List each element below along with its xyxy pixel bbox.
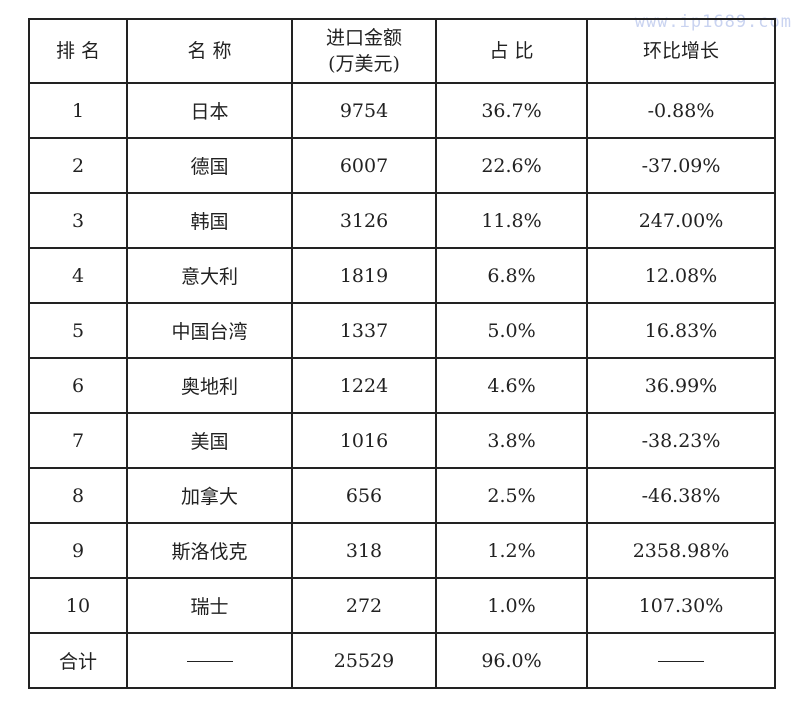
header-rank: 排 名 (28, 18, 128, 84)
cell-amount: 318 (291, 522, 437, 579)
cell-growth: 247.00% (586, 192, 776, 249)
table-row: 10 瑞士 272 1.0% 107.30% (28, 577, 776, 634)
header-amount-line1: 进口金额 (325, 27, 402, 49)
cell-rank: 4 (28, 247, 128, 304)
cell-share: 1.0% (435, 577, 588, 634)
table-row: 1 日本 9754 36.7% -0.88% (28, 82, 776, 139)
cell-growth: 2358.98% (586, 522, 776, 579)
cell-name: 加拿大 (126, 467, 293, 524)
dash (186, 661, 233, 662)
cell-amount: 6007 (291, 137, 437, 194)
cell-amount: 1224 (291, 357, 437, 414)
cell-amount: 1337 (291, 302, 437, 359)
cell-growth: 16.83% (586, 302, 776, 359)
cell-share: 36.7% (435, 82, 588, 139)
cell-amount: 1016 (291, 412, 437, 469)
cell-share: 22.6% (435, 137, 588, 194)
cell-amount: 9754 (291, 82, 437, 139)
header-amount: 进口金额 (万美元) (291, 18, 437, 84)
table-row: 7 美国 1016 3.8% -38.23% (28, 412, 776, 469)
cell-growth: -46.38% (586, 467, 776, 524)
table-row: 5 中国台湾 1337 5.0% 16.83% (28, 302, 776, 359)
table-row: 4 意大利 1819 6.8% 12.08% (28, 247, 776, 304)
cell-growth: -0.88% (586, 82, 776, 139)
cell-share: 6.8% (435, 247, 588, 304)
cell-rank: 1 (28, 82, 128, 139)
cell-name: 美国 (126, 412, 293, 469)
cell-rank: 7 (28, 412, 128, 469)
header-row: 排 名 名 称 进口金额 (万美元) 占 比 环比增长 (28, 18, 776, 84)
table-row: 8 加拿大 656 2.5% -46.38% (28, 467, 776, 524)
cell-rank: 8 (28, 467, 128, 524)
cell-name: 斯洛伐克 (126, 522, 293, 579)
cell-amount: 272 (291, 577, 437, 634)
cell-name: 瑞士 (126, 577, 293, 634)
cell-growth: 36.99% (586, 357, 776, 414)
cell-name: 意大利 (126, 247, 293, 304)
cell-rank: 10 (28, 577, 128, 634)
cell-name: 中国台湾 (126, 302, 293, 359)
cell-share: 3.8% (435, 412, 588, 469)
cell-rank: 5 (28, 302, 128, 359)
total-share: 96.0% (435, 632, 588, 689)
cell-growth: -38.23% (586, 412, 776, 469)
cell-amount: 656 (291, 467, 437, 524)
cell-growth: 107.30% (586, 577, 776, 634)
table-row: 2 德国 6007 22.6% -37.09% (28, 137, 776, 194)
total-growth (586, 632, 776, 689)
cell-name: 奥地利 (126, 357, 293, 414)
cell-rank: 3 (28, 192, 128, 249)
cell-rank: 6 (28, 357, 128, 414)
cell-share: 1.2% (435, 522, 588, 579)
cell-share: 11.8% (435, 192, 588, 249)
dash (658, 661, 704, 662)
total-label: 合计 (28, 632, 128, 689)
total-row: 合计 25529 96.0% (28, 632, 776, 689)
table-row: 9 斯洛伐克 318 1.2% 2358.98% (28, 522, 776, 579)
table-row: 6 奥地利 1224 4.6% 36.99% (28, 357, 776, 414)
total-amount: 25529 (291, 632, 437, 689)
cell-name: 日本 (126, 82, 293, 139)
header-amount-unit: (万美元) (328, 53, 400, 75)
cell-amount: 3126 (291, 192, 437, 249)
cell-rank: 2 (28, 137, 128, 194)
cell-name: 德国 (126, 137, 293, 194)
cell-name: 韩国 (126, 192, 293, 249)
header-name: 名 称 (126, 18, 293, 84)
cell-growth: -37.09% (586, 137, 776, 194)
cell-share: 2.5% (435, 467, 588, 524)
cell-share: 4.6% (435, 357, 588, 414)
header-share: 占 比 (435, 18, 588, 84)
header-growth: 环比增长 (586, 18, 776, 84)
cell-amount: 1819 (291, 247, 437, 304)
cell-growth: 12.08% (586, 247, 776, 304)
cell-share: 5.0% (435, 302, 588, 359)
import-ranking-table: 排 名 名 称 进口金额 (万美元) 占 比 环比增长 1 日本 9754 36.7% -… (28, 18, 776, 689)
total-name (126, 632, 293, 689)
cell-rank: 9 (28, 522, 128, 579)
table-row: 3 韩国 3126 11.8% 247.00% (28, 192, 776, 249)
